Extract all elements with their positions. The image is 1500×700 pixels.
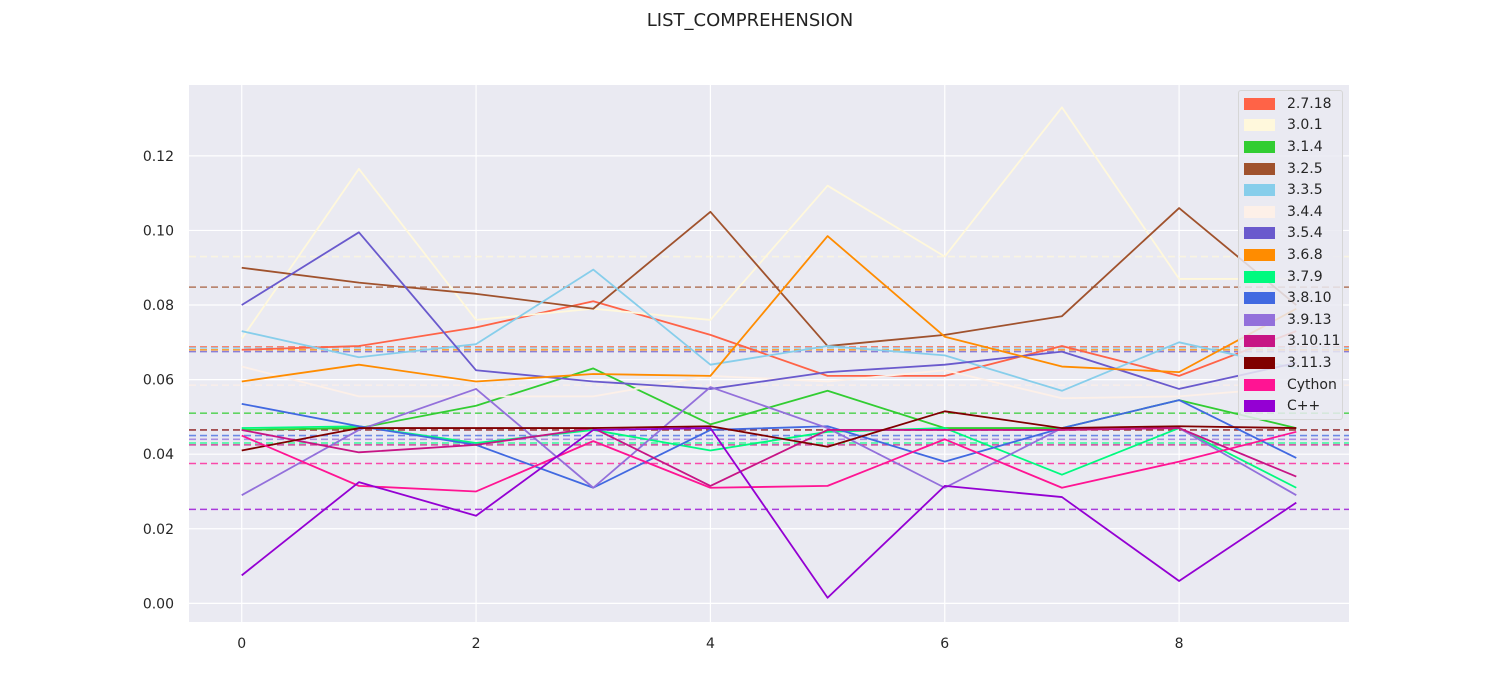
series-line: [241, 410, 1297, 452]
legend-label: Cython: [1287, 376, 1337, 393]
x-tick-labels: 0 2 4 6 8: [237, 636, 1183, 652]
series-line: [241, 425, 1297, 489]
legend-item: 3.0.1: [1239, 115, 1342, 137]
legend-swatch: [1244, 292, 1275, 305]
x-tick-label: 8: [1175, 636, 1184, 652]
legend-item: 2.7.18: [1239, 93, 1342, 115]
legend-label: C++: [1287, 398, 1321, 415]
legend-item: C++: [1239, 395, 1342, 417]
series-line: [241, 427, 1297, 487]
series-line: [241, 386, 1297, 496]
y-tick-labels: 0.00 0.02 0.04 0.06 0.08 0.10 0.12: [143, 149, 174, 613]
legend-item: Cython: [1239, 374, 1342, 396]
series-line: [241, 268, 1297, 392]
legend-swatch: [1244, 184, 1275, 197]
legend-item: 3.8.10: [1239, 287, 1342, 309]
series-line: [240, 106, 1297, 340]
legend-label: 3.5.4: [1287, 225, 1323, 242]
legend-item: 3.10.11: [1239, 331, 1342, 353]
legend-swatch: [1244, 140, 1275, 153]
legend: 2.7.18 3.0.1 3.1.4 3.2.5 3.3.5 3.4.4 3.5.4 3.6.…: [1238, 90, 1343, 420]
series-line: [241, 427, 1297, 599]
y-tick-label: 0.04: [143, 447, 174, 463]
legend-label: 3.9.13: [1287, 311, 1332, 328]
legend-item: 3.2.5: [1239, 158, 1342, 180]
series-line: [241, 365, 1297, 400]
legend-swatch: [1244, 378, 1275, 391]
series-line: [241, 430, 1297, 493]
legend-swatch: [1244, 248, 1275, 261]
grid-lines: [189, 85, 1349, 622]
legend-item: 3.6.8: [1239, 244, 1342, 266]
series-lines: [240, 106, 1297, 599]
legend-label: 3.10.11: [1287, 333, 1341, 350]
legend-item: 3.9.13: [1239, 309, 1342, 331]
y-tick-label: 0.10: [143, 223, 174, 239]
y-tick-label: 0.08: [143, 298, 174, 314]
y-tick-label: 0.00: [143, 596, 174, 612]
legend-label: 3.4.4: [1287, 203, 1323, 220]
legend-swatch: [1244, 119, 1275, 132]
legend-item: 3.4.4: [1239, 201, 1342, 223]
legend-item: 3.11.3: [1239, 352, 1342, 374]
legend-swatch: [1244, 205, 1275, 218]
legend-swatch: [1244, 97, 1275, 110]
legend-label: 3.6.8: [1287, 246, 1323, 263]
y-tick-label: 0.12: [143, 149, 174, 165]
legend-swatch: [1244, 227, 1275, 240]
y-tick-label: 0.02: [143, 522, 174, 538]
chart-title: LIST_COMPREHENSION: [646, 10, 854, 31]
series-line: [241, 399, 1297, 489]
legend-label: 3.3.5: [1287, 182, 1323, 199]
legend-swatch: [1244, 313, 1275, 326]
legend-label: 3.1.4: [1287, 138, 1323, 155]
mean-lines: [189, 255, 1349, 511]
legend-label: 3.0.1: [1287, 117, 1323, 134]
x-tick-label: 6: [940, 636, 949, 652]
legend-swatch: [1244, 270, 1275, 283]
legend-item: 3.7.9: [1239, 266, 1342, 288]
legend-swatch: [1244, 400, 1275, 413]
series-line: [241, 235, 1297, 383]
legend-item: 3.3.5: [1239, 179, 1342, 201]
legend-swatch: [1244, 162, 1275, 175]
legend-label: 3.8.10: [1287, 290, 1332, 307]
plot-background: [189, 85, 1349, 622]
legend-swatch: [1244, 335, 1275, 348]
legend-item: 3.1.4: [1239, 136, 1342, 158]
legend-label: 3.2.5: [1287, 160, 1323, 177]
x-tick-label: 4: [706, 636, 715, 652]
legend-swatch: [1244, 356, 1275, 369]
x-tick-label: 2: [472, 636, 481, 652]
y-tick-label: 0.06: [143, 373, 174, 389]
series-line: [241, 231, 1297, 390]
series-line: [241, 207, 1297, 347]
x-tick-label: 0: [237, 636, 246, 652]
legend-label: 2.7.18: [1287, 95, 1332, 112]
legend-label: 3.11.3: [1287, 354, 1332, 371]
legend-label: 3.7.9: [1287, 268, 1323, 285]
legend-item: 3.5.4: [1239, 223, 1342, 245]
